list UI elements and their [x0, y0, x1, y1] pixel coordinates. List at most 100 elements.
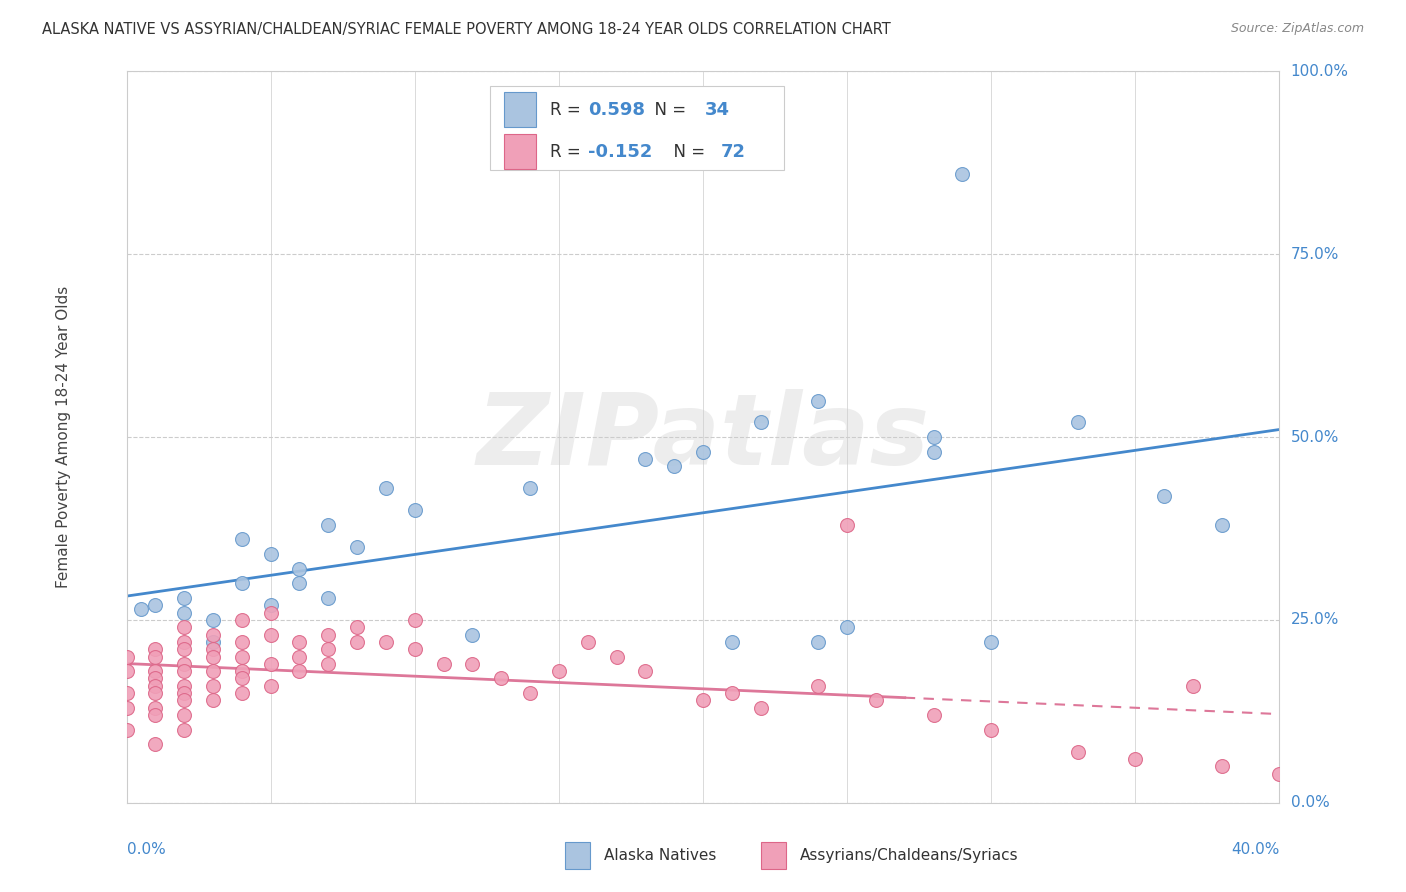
Point	[634, 664, 657, 678]
Point	[202, 613, 225, 627]
Point	[1211, 759, 1233, 773]
Point	[519, 481, 541, 495]
Point	[461, 627, 484, 641]
Point	[173, 591, 195, 605]
Point	[1125, 752, 1147, 766]
Point	[288, 562, 311, 576]
Point	[1181, 679, 1204, 693]
Point	[1067, 745, 1090, 759]
Point	[606, 649, 628, 664]
Point	[115, 649, 138, 664]
Text: 0.0%: 0.0%	[127, 842, 166, 856]
Point	[692, 444, 714, 458]
Point	[173, 620, 195, 634]
Point	[318, 627, 340, 641]
Point	[288, 576, 311, 591]
Point	[145, 679, 166, 693]
Point	[1067, 416, 1090, 430]
Point	[461, 657, 484, 671]
Point	[980, 723, 1002, 737]
Point	[115, 723, 138, 737]
Point	[1211, 517, 1233, 532]
Point	[374, 481, 398, 495]
Point	[404, 503, 426, 517]
Point	[980, 635, 1002, 649]
Text: 0.598: 0.598	[588, 101, 645, 119]
Point	[576, 635, 599, 649]
Point	[202, 679, 225, 693]
Point	[749, 700, 772, 714]
Point	[231, 686, 253, 700]
Point	[145, 599, 166, 613]
Text: 25.0%: 25.0%	[1291, 613, 1339, 627]
Point	[318, 517, 340, 532]
Point	[519, 686, 541, 700]
Text: 72: 72	[720, 143, 745, 161]
Point	[318, 591, 340, 605]
Point	[664, 459, 686, 474]
Point	[922, 708, 945, 723]
Point	[807, 393, 830, 408]
Text: R =: R =	[550, 143, 586, 161]
Point	[259, 606, 281, 620]
Point	[115, 686, 138, 700]
Text: -0.152: -0.152	[588, 143, 652, 161]
Point	[173, 606, 195, 620]
Text: Alaska Natives: Alaska Natives	[603, 848, 716, 863]
Point	[202, 693, 225, 707]
Point	[346, 635, 368, 649]
Bar	[565, 841, 591, 870]
Point	[231, 664, 253, 678]
Point	[634, 452, 657, 467]
Text: Assyrians/Chaldeans/Syriacs: Assyrians/Chaldeans/Syriacs	[800, 848, 1018, 863]
Point	[720, 686, 742, 700]
Bar	[503, 92, 536, 127]
Point	[173, 635, 195, 649]
Point	[173, 679, 195, 693]
Point	[950, 167, 973, 181]
Point	[173, 657, 195, 671]
Point	[145, 686, 166, 700]
Point	[231, 576, 253, 591]
Text: N =: N =	[662, 143, 710, 161]
Point	[318, 642, 340, 657]
Point	[288, 635, 311, 649]
Point	[115, 664, 138, 678]
Text: 100.0%: 100.0%	[1291, 64, 1348, 78]
Point	[202, 627, 225, 641]
Text: Source: ZipAtlas.com: Source: ZipAtlas.com	[1230, 22, 1364, 36]
Point	[548, 664, 571, 678]
Bar	[761, 841, 786, 870]
Point	[346, 540, 368, 554]
Point	[374, 635, 398, 649]
Point	[749, 416, 772, 430]
Point	[1268, 766, 1291, 780]
Text: ZIPatlas: ZIPatlas	[477, 389, 929, 485]
Point	[145, 700, 166, 714]
Text: R =: R =	[550, 101, 586, 119]
Point	[231, 533, 253, 547]
Point	[922, 430, 945, 444]
Point	[173, 686, 195, 700]
Point	[173, 693, 195, 707]
Point	[259, 627, 281, 641]
Point	[129, 602, 152, 616]
Text: ALASKA NATIVE VS ASSYRIAN/CHALDEAN/SYRIAC FEMALE POVERTY AMONG 18-24 YEAR OLDS C: ALASKA NATIVE VS ASSYRIAN/CHALDEAN/SYRIA…	[42, 22, 891, 37]
Point	[692, 693, 714, 707]
Point	[231, 672, 253, 686]
Point	[835, 517, 858, 532]
Point	[231, 649, 253, 664]
Text: 0.0%: 0.0%	[1291, 796, 1329, 810]
Text: 34: 34	[706, 101, 730, 119]
Point	[318, 657, 340, 671]
Point	[202, 635, 225, 649]
Text: N =: N =	[644, 101, 692, 119]
Point	[865, 693, 887, 707]
Point	[288, 664, 311, 678]
Bar	[503, 134, 536, 169]
Point	[145, 708, 166, 723]
Point	[807, 679, 830, 693]
Point	[202, 642, 225, 657]
Point	[259, 547, 281, 561]
Point	[145, 672, 166, 686]
